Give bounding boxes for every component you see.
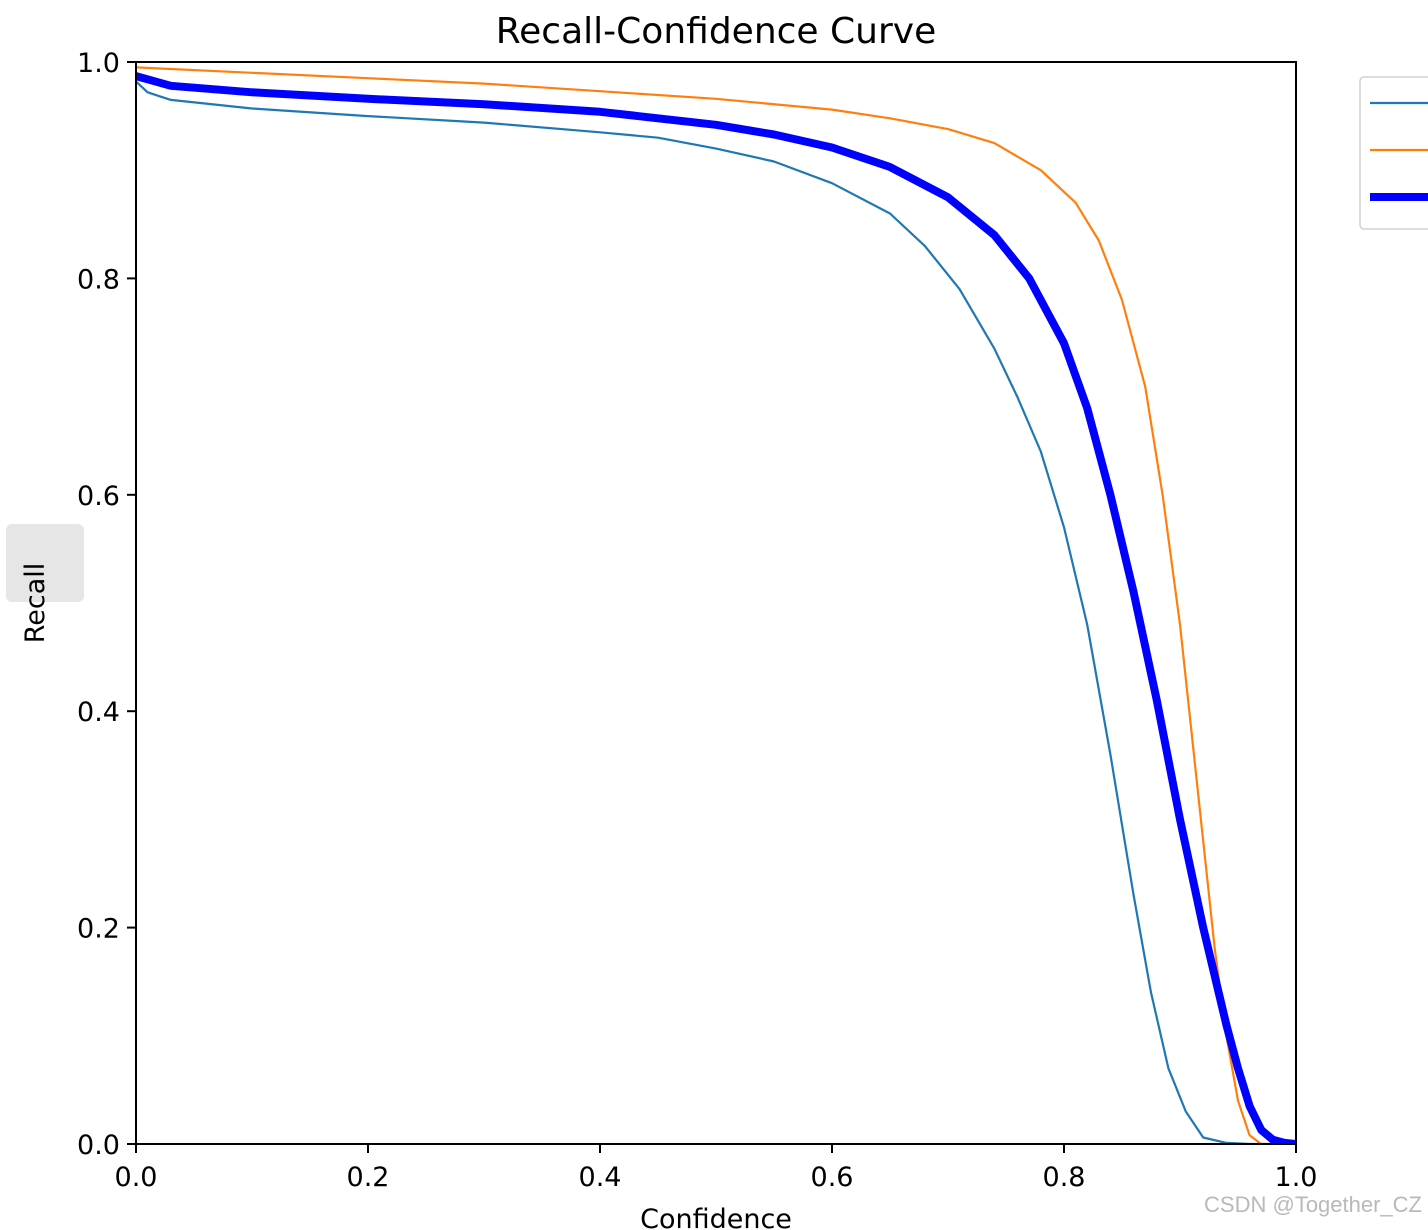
y-tick-label: 1.0 bbox=[77, 48, 120, 79]
plot-area bbox=[135, 61, 1297, 1145]
x-tick-label: 0.8 bbox=[1043, 1162, 1086, 1193]
legend-box bbox=[1359, 76, 1428, 230]
y-tick-label: 0.0 bbox=[77, 1130, 120, 1161]
y-tick-label: 0.6 bbox=[77, 481, 120, 512]
legend bbox=[1359, 76, 1428, 230]
x-tick-label: 0.0 bbox=[115, 1162, 158, 1193]
ylabel-overlay-box bbox=[6, 524, 84, 602]
x-tick-label: 1.0 bbox=[1275, 1162, 1318, 1193]
series-layer bbox=[136, 66, 1296, 1144]
x-axis-label: Confidence bbox=[640, 1204, 792, 1230]
series-line-3 bbox=[136, 72, 1296, 1144]
x-tick-label: 0.6 bbox=[811, 1162, 854, 1193]
y-tick-label: 0.4 bbox=[77, 697, 120, 728]
series-line-1 bbox=[136, 80, 1296, 1144]
y-axis-label: Recall bbox=[20, 563, 51, 644]
y-tick-label: 0.8 bbox=[77, 264, 120, 295]
watermark: CSDN @Together_CZ bbox=[1204, 1192, 1422, 1217]
axes-frame bbox=[135, 61, 1297, 1145]
y-tick-label: 0.2 bbox=[77, 914, 120, 945]
y-axis: 0.0 0.2 0.4 0.6 0.8 1.0 bbox=[77, 48, 136, 1161]
chart-title: Recall-Confidence Curve bbox=[496, 11, 936, 52]
x-tick-label: 0.2 bbox=[347, 1162, 390, 1193]
x-axis: 0.0 0.2 0.4 0.6 0.8 1.0 bbox=[115, 1144, 1318, 1193]
x-tick-label: 0.4 bbox=[579, 1162, 622, 1193]
